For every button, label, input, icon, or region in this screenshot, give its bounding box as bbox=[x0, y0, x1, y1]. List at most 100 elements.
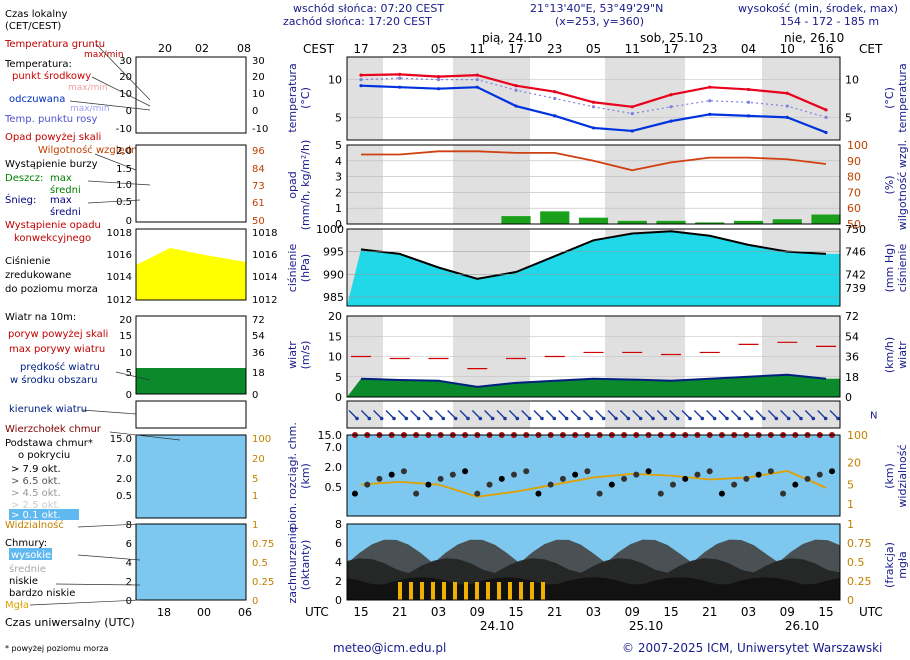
wind-dir-arrow bbox=[730, 410, 740, 419]
wind-dir-arrow bbox=[780, 410, 790, 419]
fog-tick: 1 bbox=[847, 518, 854, 531]
legend-leader-line bbox=[87, 199, 141, 204]
temp-point bbox=[824, 130, 828, 135]
legend-okt-4-box bbox=[9, 509, 79, 520]
day-label: pią, 24.10 bbox=[482, 31, 542, 45]
legend-cl-mid: średnie bbox=[9, 563, 46, 575]
main-panels: 5 510 100123455060708090100985990995100073… bbox=[316, 56, 877, 607]
wind-dir-arrow-head bbox=[700, 416, 705, 421]
temp-point bbox=[824, 115, 828, 119]
rain-bar bbox=[656, 220, 686, 224]
legend-mini-vis-tick: 1 bbox=[252, 491, 258, 502]
cloud-base-dot bbox=[804, 475, 811, 482]
legend-mini-temp-tick: 30 bbox=[119, 56, 132, 67]
day-label: nie, 26.10 bbox=[784, 31, 844, 45]
bottom-tick: 15 bbox=[353, 605, 368, 619]
temp-point bbox=[591, 105, 596, 109]
rain-bar bbox=[501, 216, 531, 224]
legend-mini-cloud-tick: 2.0 bbox=[116, 474, 132, 485]
wind-dir-arrow bbox=[484, 410, 494, 419]
legend-mini-cloud-tick: 7.0 bbox=[116, 454, 132, 465]
legend-wind-dir: kierunek wiatru bbox=[9, 404, 87, 415]
temp-point bbox=[514, 88, 518, 92]
legend-mini-temp-tick-r: -10 bbox=[252, 124, 268, 135]
temp-tick-label-right: 10 bbox=[845, 74, 859, 87]
top-tick: 05 bbox=[431, 42, 446, 56]
cloud-base-dot bbox=[425, 481, 432, 488]
temp-point bbox=[669, 93, 673, 97]
utc-label-right: UTC bbox=[859, 605, 883, 619]
legend: Czas lokalny (CET/CEST) 20 02 08 Tempera… bbox=[4, 9, 252, 653]
legend-mini-cov-tick: 0 bbox=[126, 596, 132, 607]
legend-mini-fog-tick: 0.25 bbox=[252, 577, 274, 588]
wind-dir-arrow bbox=[385, 410, 395, 419]
temp-point bbox=[553, 96, 557, 101]
header: wschód słońca: 07:20 CEST zachód słońca:… bbox=[283, 2, 898, 28]
bottom-tick: 21 bbox=[547, 605, 562, 619]
pressure-mmhg-label: 750 bbox=[845, 223, 866, 236]
wind-dir-arrow bbox=[595, 410, 605, 419]
fog-bar bbox=[442, 582, 446, 600]
footer-email[interactable]: meteo@icm.edu.pl bbox=[333, 641, 446, 655]
legend-mini-press-tick: 1012 bbox=[107, 295, 132, 306]
cloud-base-dot bbox=[523, 468, 530, 475]
legend-felt-maxmin: max/min bbox=[70, 104, 110, 114]
legend-leader-line bbox=[77, 554, 141, 561]
legend-okt-3: > 2.5 okt. bbox=[11, 500, 61, 511]
legend-mini-vis-tick: 5 bbox=[252, 474, 258, 485]
panel-frame-press bbox=[346, 228, 841, 307]
legend-mini-wind-tick: 5 bbox=[126, 368, 132, 379]
night-band bbox=[453, 401, 530, 428]
wind-dir-arrow bbox=[792, 410, 802, 419]
wind-dir-arrow bbox=[373, 410, 383, 419]
wind-kmh-label: 54 bbox=[845, 330, 859, 343]
wind-dir-arrow bbox=[829, 410, 839, 419]
panel-frame-cloud bbox=[346, 434, 841, 517]
bottom-tick: 09 bbox=[780, 605, 795, 619]
legend-wind-speed: prędkość wiatru bbox=[20, 361, 100, 373]
cloud-base-dot bbox=[706, 468, 713, 475]
legend-gust-over: poryw powyżej skali bbox=[8, 329, 108, 340]
cloud-height-tick: 15.0 bbox=[318, 429, 343, 442]
legend-felt: odczuwana bbox=[9, 94, 65, 105]
fog-bar bbox=[541, 582, 545, 600]
legend-cl-high-box bbox=[9, 548, 52, 560]
cloud-base-dot bbox=[547, 481, 554, 488]
top-tick: 11 bbox=[470, 42, 485, 56]
legend-rain: Deszcz: bbox=[5, 173, 43, 184]
legend-mini-fog-tick: 1 bbox=[252, 520, 258, 531]
fog-bar bbox=[398, 582, 402, 600]
wind-dir-arrow-head bbox=[367, 416, 372, 421]
footer: meteo@icm.edu.pl © 2007-2025 ICM, Uniwer… bbox=[333, 641, 882, 655]
temp-point bbox=[436, 87, 441, 91]
fog-bar bbox=[420, 582, 424, 600]
temp-point bbox=[436, 78, 441, 82]
wind-axis-title-right: wiatr bbox=[896, 341, 909, 369]
pressure-tick-label: 985 bbox=[323, 291, 344, 304]
wind-dir-arrow bbox=[619, 410, 629, 419]
wind-dir-arrow bbox=[558, 410, 568, 419]
fog-bar bbox=[431, 582, 435, 600]
wind-dir-arrow-head bbox=[749, 416, 754, 421]
legend-mini-temp-tick: 0 bbox=[126, 106, 132, 117]
cloud-panel-sky bbox=[347, 435, 840, 516]
fog-bar bbox=[530, 582, 534, 600]
precip-tick-label: 5 bbox=[335, 139, 342, 152]
legend-mini-fog-tick: 0.5 bbox=[252, 558, 268, 569]
wind-dir-arrow-head bbox=[737, 416, 742, 421]
precip-tick-label: 3 bbox=[335, 171, 342, 184]
panel-frame-prec bbox=[346, 144, 841, 225]
cloud-base-dot bbox=[376, 475, 383, 482]
legend-okt-4: > 0.1 okt. bbox=[11, 510, 61, 521]
fog-tick: 0.75 bbox=[847, 537, 872, 550]
cloud-base-dot bbox=[767, 468, 774, 475]
wind-kmh-label: 0 bbox=[845, 391, 852, 404]
cloud-height-tick: 2.0 bbox=[325, 461, 343, 474]
pressure-mmhg-label: 742 bbox=[845, 268, 866, 281]
wind-dir-arrow-head bbox=[638, 416, 643, 421]
cloud-base-dot bbox=[572, 471, 579, 478]
legend-rain-max: max bbox=[50, 173, 72, 184]
wind-dir-arrow-head bbox=[355, 416, 359, 421]
cloud-base-dot bbox=[388, 471, 395, 478]
wind-dir-arrow-head bbox=[441, 416, 446, 421]
